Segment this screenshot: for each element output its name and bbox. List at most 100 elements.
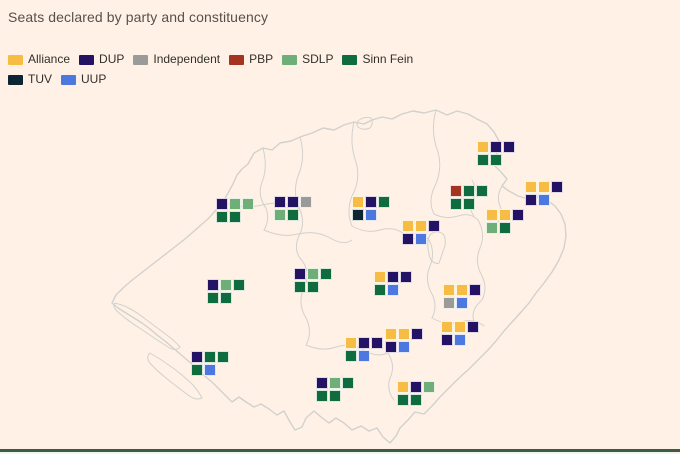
constituency-cluster (385, 328, 424, 354)
seat-square-sinn-fein (342, 377, 354, 389)
constituency-cluster (525, 181, 564, 207)
constituency-cluster (441, 321, 480, 347)
seat-square-sdlp (274, 209, 286, 221)
seat-square-sinn-fein (490, 154, 502, 166)
legend-swatch-uup (61, 74, 76, 85)
legend-item-independent: Independent (133, 53, 220, 66)
seat-square-sinn-fein (378, 196, 390, 208)
seat-square-dup (428, 220, 440, 232)
constituency-cluster (294, 268, 333, 294)
seat-square-sinn-fein (410, 394, 422, 406)
seat-square-uup (358, 350, 370, 362)
legend-swatch-pbp (229, 54, 245, 65)
coastline (111, 109, 567, 444)
constituency-cluster (274, 196, 313, 222)
seat-square-alliance (456, 284, 468, 296)
constituency-cluster (216, 198, 255, 224)
legend-item-alliance: Alliance (8, 53, 70, 66)
seat-square-sdlp (220, 279, 232, 291)
constituency-cluster (316, 377, 355, 403)
legend-swatch-tuv (8, 74, 23, 85)
seat-square-alliance (345, 337, 357, 349)
legend-item-dup: DUP (79, 53, 124, 66)
seat-square-dup (287, 196, 299, 208)
seat-square-sinn-fein (294, 281, 306, 293)
constituency-cluster (352, 196, 391, 222)
seat-square-dup (274, 196, 286, 208)
seat-square-alliance (454, 321, 466, 333)
seat-square-alliance (441, 321, 453, 333)
legend-label: DUP (99, 52, 125, 66)
seat-square-sinn-fein (476, 185, 488, 197)
seat-square-dup (207, 279, 219, 291)
seat-square-uup (365, 209, 377, 221)
constituency-cluster (486, 209, 525, 235)
lower-lough-erne-lake (113, 302, 181, 350)
seat-square-uup (398, 341, 410, 353)
seat-square-dup (400, 271, 412, 283)
seat-square-dup (365, 196, 377, 208)
seat-square-sinn-fein (463, 198, 475, 210)
seat-square-uup (387, 284, 399, 296)
seat-square-uup (456, 297, 468, 309)
lough-neagh-lake (427, 231, 446, 264)
constituency-cluster (374, 271, 413, 297)
seat-square-dup (551, 181, 563, 193)
seat-square-sinn-fein (204, 351, 216, 363)
seat-square-sinn-fein (316, 390, 328, 402)
chart-title: Seats declared by party and constituency (8, 9, 269, 25)
seat-square-dup (512, 209, 524, 221)
seat-square-dup (216, 198, 228, 210)
seat-square-dup (525, 194, 537, 206)
legend-row: Alliance DUP Independent PBP SDLP Sinn Fein (8, 53, 422, 66)
seat-square-alliance (415, 220, 427, 232)
legend-label: TUV (28, 72, 52, 86)
seat-square-dup (387, 271, 399, 283)
seat-square-independent (443, 297, 455, 309)
seat-square-sinn-fein (287, 209, 299, 221)
seat-square-sdlp (486, 222, 498, 234)
legend-item-pbp: PBP (229, 53, 273, 66)
legend-row: TUV UUP (8, 73, 422, 86)
seat-square-uup (454, 334, 466, 346)
legend-swatch-dup (79, 54, 95, 65)
seat-square-sinn-fein (345, 350, 357, 362)
seat-square-sinn-fein (320, 268, 332, 280)
legend-label: SDLP (302, 52, 334, 66)
coastal-island (356, 116, 373, 130)
constituency-cluster (477, 141, 516, 167)
seat-square-dup (467, 321, 479, 333)
legend-item-sdlp: SDLP (282, 53, 333, 66)
seat-square-sinn-fein (463, 185, 475, 197)
seat-square-alliance (397, 381, 409, 393)
bottom-border-bar (0, 449, 680, 452)
seat-square-alliance (398, 328, 410, 340)
seat-square-sdlp (229, 198, 241, 210)
bottom-border-highlight (0, 452, 680, 454)
seat-square-sinn-fein (374, 284, 386, 296)
constituency-cluster (191, 351, 230, 377)
seat-square-sinn-fein (191, 364, 203, 376)
constituency-cluster (345, 337, 384, 363)
seat-square-independent (300, 196, 312, 208)
seat-square-sinn-fein (229, 211, 241, 223)
seat-square-alliance (525, 181, 537, 193)
legend-label: Independent (153, 52, 221, 66)
seat-square-dup (410, 381, 422, 393)
seat-square-tuv (352, 209, 364, 221)
seat-square-uup (204, 364, 216, 376)
seat-square-sdlp (307, 268, 319, 280)
constituency-cluster (397, 381, 436, 407)
seat-square-sinn-fein (233, 279, 245, 291)
seat-square-sdlp (423, 381, 435, 393)
constituency-cluster (450, 185, 489, 211)
seat-square-sdlp (242, 198, 254, 210)
constituency-cluster (207, 279, 246, 305)
seat-square-dup (490, 141, 502, 153)
legend-item-uup: UUP (61, 73, 106, 86)
seat-square-sinn-fein (450, 198, 462, 210)
seat-square-alliance (374, 271, 386, 283)
legend-item-sinn-fein: Sinn Fein (342, 53, 413, 66)
seat-square-sinn-fein (220, 292, 232, 304)
